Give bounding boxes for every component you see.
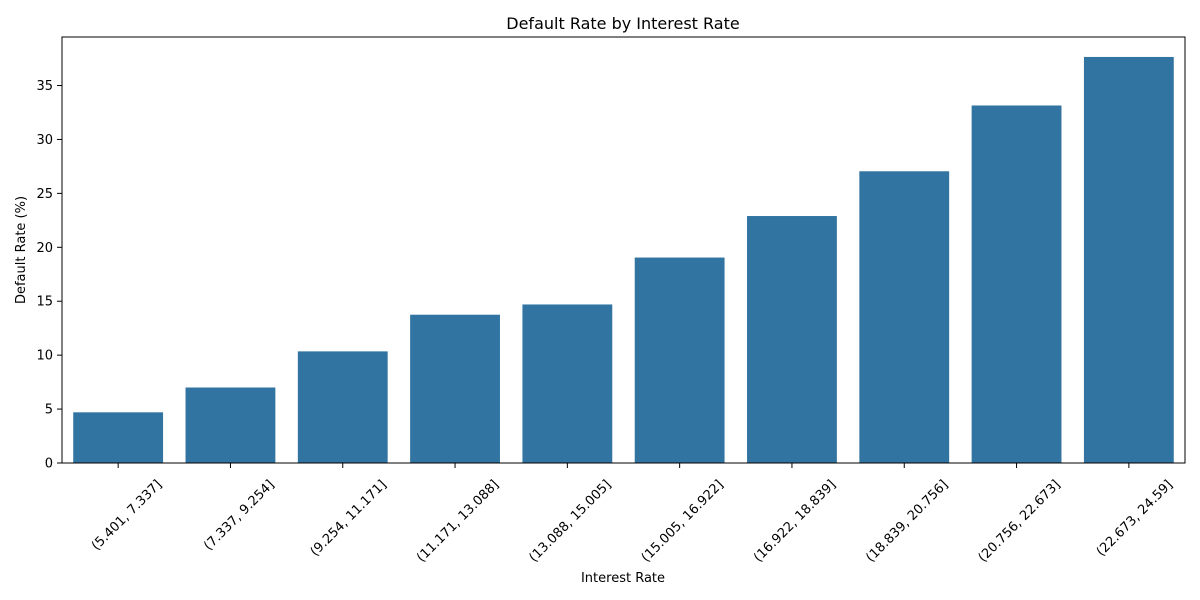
bar-9 [1083,56,1174,463]
y-axis: 0 5 10 15 20 25 30 35 [36,79,62,472]
x-axis: (5.401, 7.337] (7.337, 9.254] (9.254, 11.1… [89,463,1176,565]
y-tick-label-2: 10 [36,349,53,364]
y-tick-label-6: 30 [36,133,53,148]
x-tick-label-2: (9.254, 11.171] [308,477,390,559]
bar-6 [747,216,837,463]
bar-5 [634,257,725,463]
bar-3 [410,314,500,463]
x-tick-label-4: (13.088, 15.005] [526,477,614,565]
y-axis-title: Default Rate (%) [14,196,29,304]
x-tick-label-3: (11.171, 13.088] [414,477,502,565]
bar-8 [971,105,1062,463]
y-tick-label-5: 25 [36,187,53,202]
y-tick-label-1: 5 [45,403,53,418]
bars-group [73,56,1174,464]
bar-1 [185,387,276,463]
bar-2 [297,351,388,463]
x-tick-label-6: (16.922, 18.839] [751,477,839,565]
x-tick-label-0: (5.401, 7.337] [89,477,165,553]
y-tick-label-4: 20 [36,241,53,256]
x-tick-label-1: (7.337, 9.254] [201,477,277,553]
plot-frame [61,36,1186,464]
x-tick-label-7: (18.839, 20.756] [863,477,951,565]
y-tick-label-7: 35 [36,79,53,94]
y-tick-label-3: 15 [36,295,53,310]
x-axis-title: Interest Rate [581,571,665,586]
y-tick-label-0: 0 [45,457,53,472]
bar-0 [73,412,164,463]
bar-4 [522,304,613,463]
x-tick-label-5: (15.005, 16.922] [639,477,727,565]
x-tick-label-9: (22.673, 24.59] [1094,477,1176,559]
bar-7 [859,171,950,464]
x-tick-label-8: (20.756, 22.673] [976,477,1064,565]
chart-title: Default Rate by Interest Rate [506,14,739,33]
